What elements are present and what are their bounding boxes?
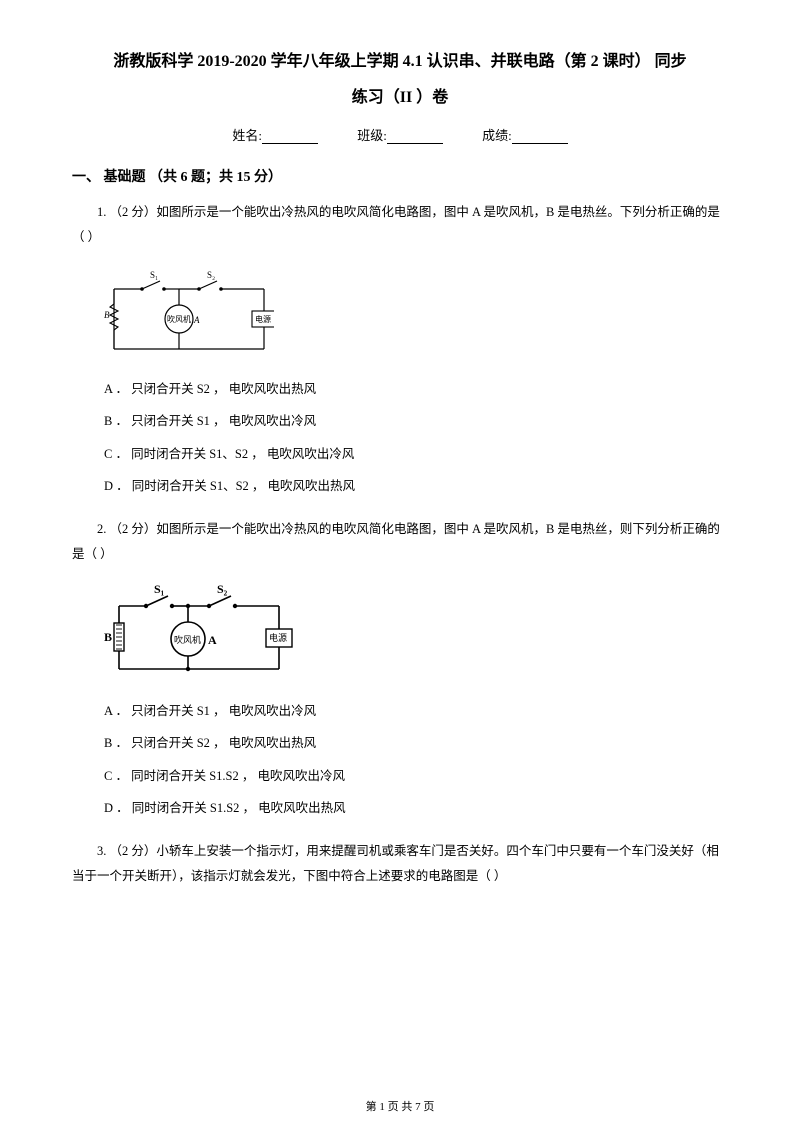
page-footer: 第 1 页 共 7 页 <box>0 1098 800 1114</box>
student-info-line: 姓名: 班级: 成绩: <box>72 125 728 144</box>
name-label: 姓名: <box>232 128 262 143</box>
svg-text:电源: 电源 <box>255 314 271 324</box>
svg-text:A: A <box>193 315 200 325</box>
question-1-stem: 1. （2 分）如图所示是一个能吹出冷热风的电吹风简化电路图，图中 A 是吹风机… <box>72 200 728 250</box>
section-1-heading: 一、 基础题 （共 6 题；共 15 分） <box>72 166 728 186</box>
q2-option-c: C ． 同时闭合开关 S1.S2 ， 电吹风吹出冷风 <box>104 760 728 793</box>
q2-option-d: D ． 同时闭合开关 S1.S2 ， 电吹风吹出热风 <box>104 792 728 825</box>
svg-text:B: B <box>104 310 110 320</box>
svg-text:吹风机: 吹风机 <box>174 634 201 645</box>
circuit-diagram-1: S₁ S₂ 吹风机 A B 电源 <box>104 264 274 359</box>
svg-text:S₂: S₂ <box>217 582 228 596</box>
document-title-line1: 浙教版科学 2019-2020 学年八年级上学期 4.1 认识串、并联电路（第 … <box>72 48 728 77</box>
q2-option-b: B ． 只闭合开关 S2 ， 电吹风吹出热风 <box>104 727 728 760</box>
q1-option-c: C ． 同时闭合开关 S1、S2 ， 电吹风吹出冷风 <box>104 438 728 471</box>
document-title-line2: 练习（II ）卷 <box>72 83 728 107</box>
question-3-stem: 3. （2 分）小轿车上安装一个指示灯，用来提醒司机或乘客车门是否关好。四个车门… <box>72 839 728 889</box>
score-label: 成绩: <box>482 128 512 143</box>
question-2-options: A ． 只闭合开关 S1 ， 电吹风吹出冷风 B ． 只闭合开关 S2 ， 电吹… <box>104 695 728 825</box>
svg-text:S₁: S₁ <box>154 582 165 596</box>
q1-option-d: D ． 同时闭合开关 S1、S2 ， 电吹风吹出热风 <box>104 470 728 503</box>
svg-text:S₁: S₁ <box>150 270 158 280</box>
q1-option-a: A ． 只闭合开关 S2 ， 电吹风吹出热风 <box>104 373 728 406</box>
class-blank <box>387 130 443 144</box>
svg-text:S₂: S₂ <box>207 270 215 280</box>
q2-option-a: A ． 只闭合开关 S1 ， 电吹风吹出冷风 <box>104 695 728 728</box>
class-field: 班级: <box>357 125 443 144</box>
question-2-diagram: S₁ S₂ 吹风机 A B 电源 <box>104 581 728 681</box>
question-1-options: A ． 只闭合开关 S2 ， 电吹风吹出热风 B ． 只闭合开关 S1 ， 电吹… <box>104 373 728 503</box>
question-2-stem: 2. （2 分）如图所示是一个能吹出冷热风的电吹风简化电路图，图中 A 是吹风机… <box>72 517 728 567</box>
score-field: 成绩: <box>482 125 568 144</box>
circuit-diagram-2: S₁ S₂ 吹风机 A B 电源 <box>104 581 294 681</box>
q1-option-b: B ． 只闭合开关 S1 ， 电吹风吹出冷风 <box>104 405 728 438</box>
question-1-diagram: S₁ S₂ 吹风机 A B 电源 <box>104 264 728 359</box>
svg-text:A: A <box>208 633 217 647</box>
svg-text:电源: 电源 <box>269 632 287 643</box>
svg-text:吹风机: 吹风机 <box>167 314 191 324</box>
svg-text:B: B <box>104 630 112 644</box>
score-blank <box>512 130 568 144</box>
class-label: 班级: <box>357 128 387 143</box>
name-blank <box>262 130 318 144</box>
name-field: 姓名: <box>232 125 318 144</box>
